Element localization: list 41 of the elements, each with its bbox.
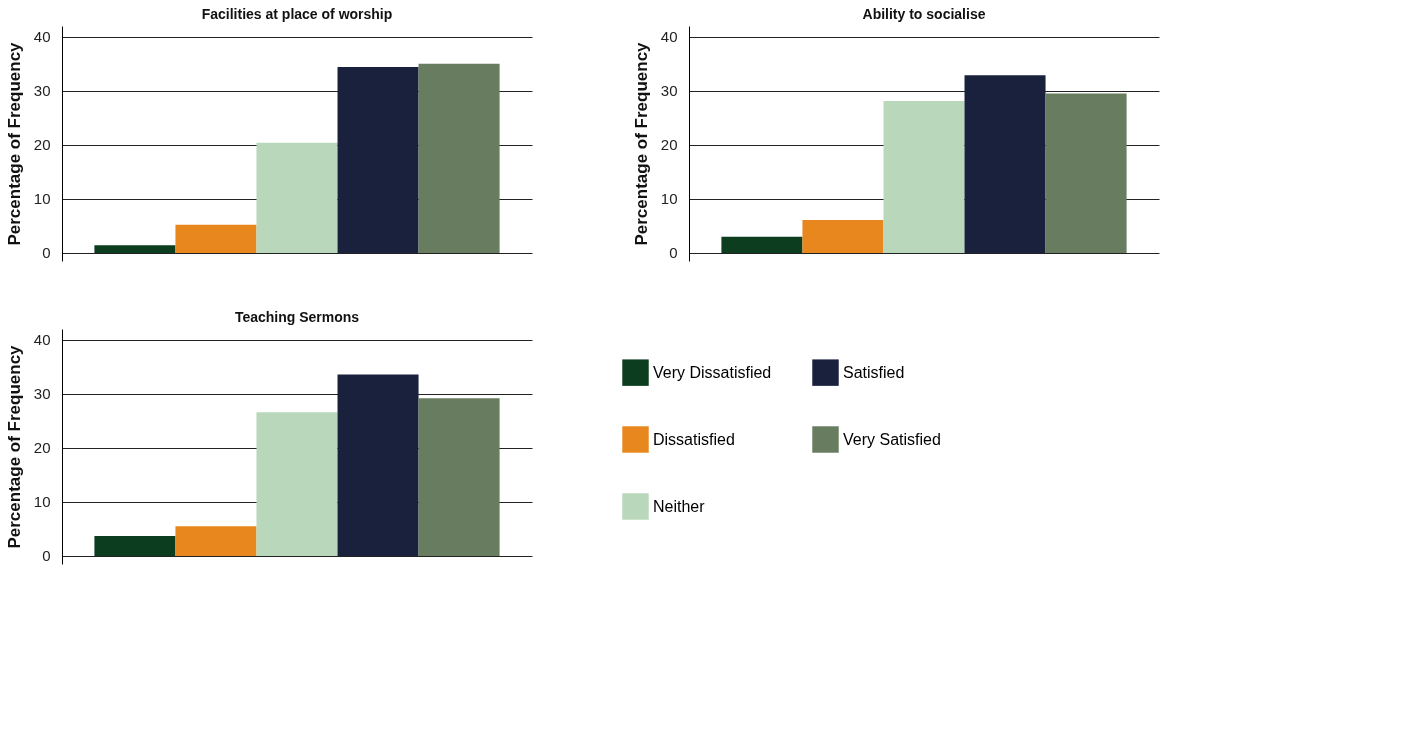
bar — [337, 67, 419, 253]
bar — [175, 526, 257, 556]
y-tick-label: 40 — [660, 28, 678, 46]
legend-label: Very Satisfied — [843, 430, 941, 448]
y-tick-label: 10 — [33, 190, 51, 208]
bar — [418, 63, 500, 253]
bar — [256, 142, 338, 253]
y-tick-label: 30 — [660, 82, 678, 100]
y-tick-label: 20 — [660, 136, 678, 154]
y-tick-label: 30 — [33, 82, 51, 100]
y-axis-title: Percentage of Frequency — [4, 344, 24, 549]
bar — [256, 412, 338, 556]
legend-label: Dissatisfied — [653, 430, 735, 448]
y-tick-label: 40 — [33, 28, 51, 46]
y-axis-title: Percentage of Frequency — [631, 41, 651, 246]
y-tick-label: 0 — [42, 547, 51, 565]
legend-label: Very Dissatisfied — [653, 363, 772, 381]
bar — [94, 245, 176, 253]
bar — [721, 236, 803, 253]
bar — [883, 101, 965, 253]
y-tick-label: 30 — [33, 385, 51, 403]
y-tick-label: 40 — [33, 331, 51, 349]
y-tick-label: 20 — [33, 136, 51, 154]
y-tick-label: 10 — [33, 493, 51, 511]
y-tick-label: 0 — [42, 244, 51, 262]
y-tick-label: 10 — [660, 190, 678, 208]
chart-title: Ability to socialise — [862, 6, 986, 22]
legend-label: Satisfied — [843, 363, 905, 381]
bar — [175, 224, 257, 253]
bar — [337, 374, 419, 556]
bar — [964, 75, 1046, 253]
chart-title: Teaching Sermons — [234, 309, 360, 325]
bar — [418, 398, 500, 556]
y-axis-title: Percentage of Frequency — [4, 41, 24, 246]
y-tick-label: 0 — [669, 244, 678, 262]
bar — [1045, 93, 1127, 253]
y-tick-label: 20 — [33, 439, 51, 457]
chart-title: Facilities at place of worship — [201, 6, 393, 22]
bar — [94, 535, 176, 556]
bar — [802, 219, 884, 253]
legend-label: Neither — [653, 497, 706, 515]
